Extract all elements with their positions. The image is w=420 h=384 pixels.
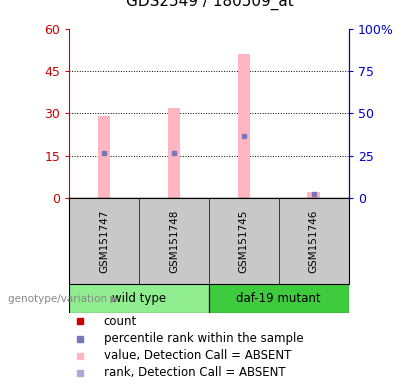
Text: GSM151747: GSM151747 xyxy=(99,209,109,273)
Text: GDS2549 / 180509_at: GDS2549 / 180509_at xyxy=(126,0,294,10)
Text: wild type: wild type xyxy=(112,292,166,305)
Text: GSM151746: GSM151746 xyxy=(309,209,319,273)
Text: rank, Detection Call = ABSENT: rank, Detection Call = ABSENT xyxy=(104,366,285,379)
Bar xyxy=(69,284,209,313)
Bar xyxy=(168,108,180,198)
Text: count: count xyxy=(104,315,137,328)
Text: GSM151745: GSM151745 xyxy=(239,209,249,273)
Bar xyxy=(98,116,110,198)
Text: daf-19 mutant: daf-19 mutant xyxy=(236,292,321,305)
Bar xyxy=(307,192,320,198)
Text: genotype/variation ▶: genotype/variation ▶ xyxy=(8,293,119,304)
Bar xyxy=(238,54,250,198)
Bar xyxy=(209,284,349,313)
Text: GSM151748: GSM151748 xyxy=(169,209,179,273)
Text: percentile rank within the sample: percentile rank within the sample xyxy=(104,332,303,345)
Text: value, Detection Call = ABSENT: value, Detection Call = ABSENT xyxy=(104,349,291,362)
